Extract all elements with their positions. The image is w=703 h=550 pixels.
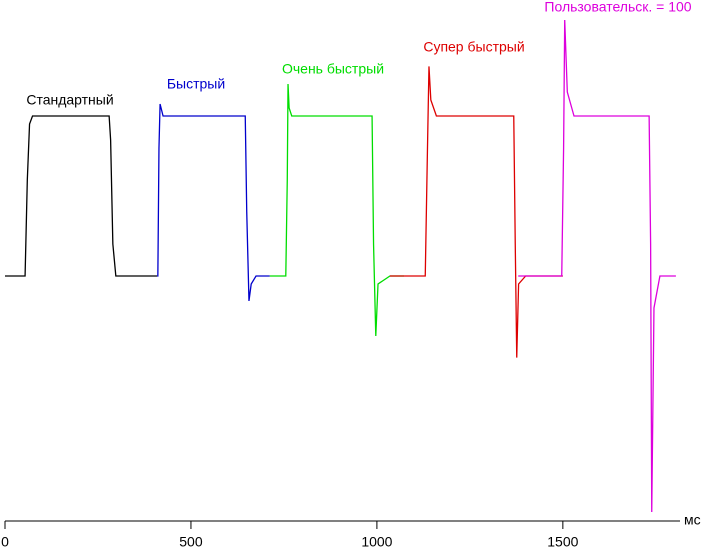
series-line — [389, 66, 563, 358]
series-label: Очень быстрый — [282, 61, 384, 77]
x-tick-label: 1500 — [547, 534, 578, 550]
series-label: Стандартный — [26, 92, 113, 108]
x-tick-label: 0 — [1, 534, 9, 550]
x-tick-label: 500 — [179, 534, 203, 550]
series-line — [5, 115, 158, 277]
series-line — [157, 103, 270, 302]
series-label: Пользовательск. = 100 — [544, 0, 691, 15]
x-axis-label: мс — [684, 512, 701, 528]
series-label: Супер быстрый — [423, 39, 524, 55]
series-line — [518, 19, 676, 513]
series-line — [269, 83, 405, 337]
series-label: Быстрый — [167, 76, 225, 92]
x-tick-label: 1000 — [361, 534, 392, 550]
